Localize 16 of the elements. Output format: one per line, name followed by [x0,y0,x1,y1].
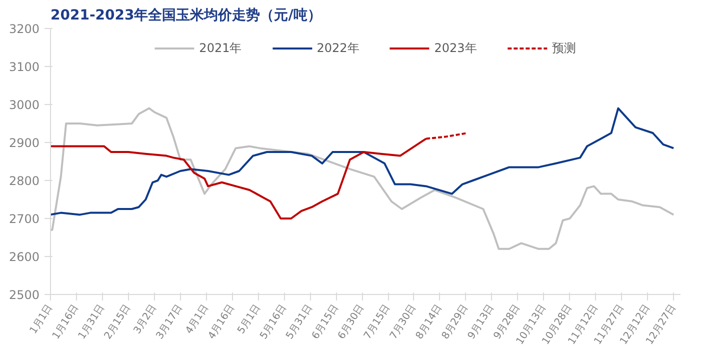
y-tick-label: 2700 [8,212,40,226]
chart-title: 2021-2023年全国玉米均价走势（元/吨） [50,8,322,24]
y-tick-label: 2500 [8,288,40,302]
line-series [50,107,675,250]
x-tick-label: 3月17日 [154,302,185,342]
y-tick-label: 3200 [8,22,40,36]
y-tick-label: 2600 [8,250,40,264]
legend-label: 预测 [552,40,576,56]
legend-label: 2021年 [199,40,242,56]
y-tick-label: 2900 [8,136,40,150]
x-tick-label: 2月15日 [102,302,134,342]
legend-label: 2023年 [434,40,477,56]
legend-label: 2022年 [316,40,360,56]
y-tick-label: 2800 [8,174,40,188]
y-tick-label: 3100 [8,60,40,74]
y-tick-label: 3000 [8,98,40,112]
